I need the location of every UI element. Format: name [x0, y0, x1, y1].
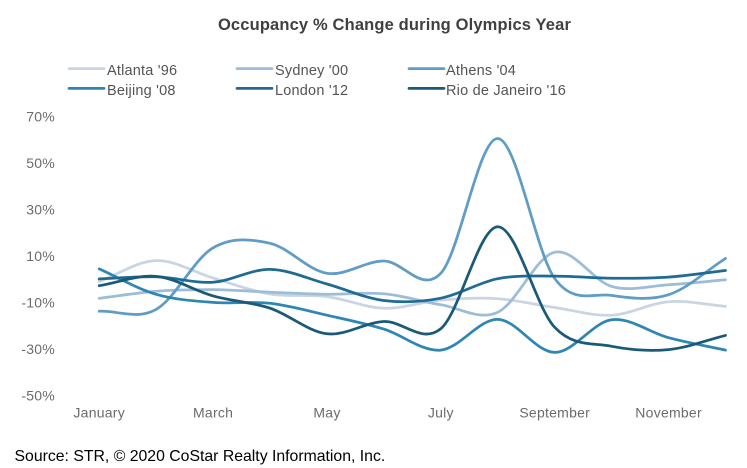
- svg-text:Source: STR, © 2020 CoStar Rea: Source: STR, © 2020 CoStar Realty Inform…: [15, 448, 386, 465]
- svg-text:-50%: -50%: [21, 387, 55, 403]
- svg-text:70%: 70%: [26, 108, 55, 124]
- svg-text:Occupancy % Change during Olym: Occupancy % Change during Olympics Year: [218, 16, 572, 34]
- svg-text:March: March: [193, 404, 233, 420]
- svg-text:Sydney '00: Sydney '00: [275, 63, 348, 79]
- svg-text:Atlanta '96: Atlanta '96: [107, 63, 177, 79]
- svg-text:May: May: [313, 404, 340, 420]
- svg-text:30%: 30%: [26, 201, 55, 217]
- svg-text:10%: 10%: [26, 248, 55, 264]
- svg-text:-10%: -10%: [21, 294, 55, 310]
- svg-text:September: September: [519, 404, 590, 420]
- svg-text:Rio de Janeiro '16: Rio de Janeiro '16: [446, 83, 566, 99]
- svg-text:50%: 50%: [26, 155, 55, 171]
- svg-text:Athens '04: Athens '04: [446, 63, 516, 79]
- svg-text:July: July: [428, 404, 454, 420]
- svg-text:January: January: [73, 404, 125, 420]
- svg-text:-30%: -30%: [21, 341, 55, 357]
- svg-text:November: November: [635, 404, 702, 420]
- svg-text:London '12: London '12: [275, 83, 348, 99]
- svg-text:Beijing '08: Beijing '08: [107, 83, 176, 99]
